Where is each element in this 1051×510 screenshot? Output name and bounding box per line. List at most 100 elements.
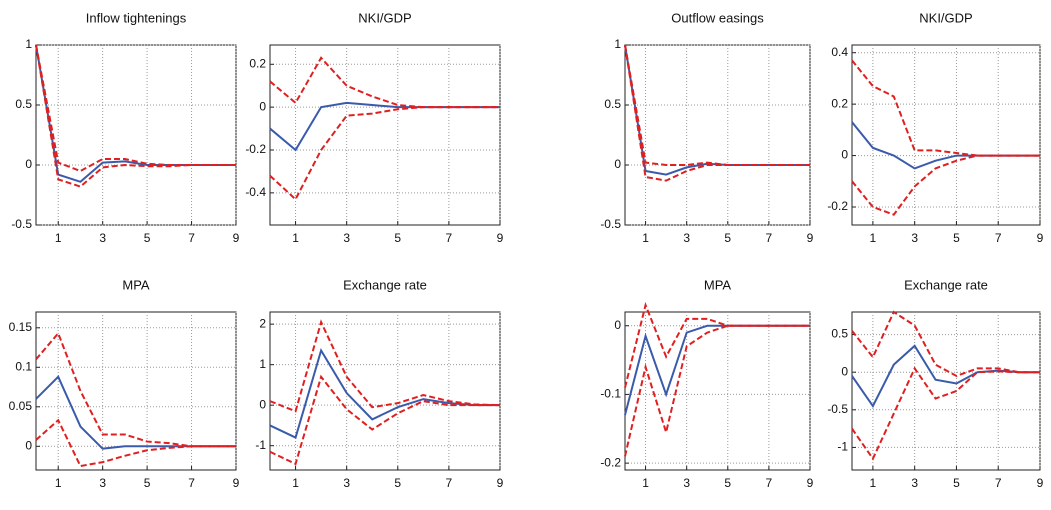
x-tick-label: 9	[497, 476, 504, 490]
x-tick-label: 3	[99, 476, 106, 490]
y-tick-label: -0.5	[600, 217, 621, 231]
line-series	[269, 319, 501, 413]
x-tick-label: 5	[724, 231, 731, 245]
x-tick-label: 1	[292, 231, 299, 245]
x-tick-label: 1	[55, 231, 62, 245]
x-tick-label: 3	[99, 231, 106, 245]
y-tick-label: 1	[25, 37, 32, 51]
line-series	[851, 310, 1040, 378]
x-tick-label: 1	[55, 476, 62, 490]
y-tick-label: -0.1	[600, 387, 621, 401]
line-series	[624, 301, 810, 388]
x-tick-label: 3	[343, 231, 350, 245]
y-tick-label: -1	[255, 438, 266, 452]
chart-title: MPA	[704, 277, 732, 292]
y-tick-label: 0.1	[15, 359, 32, 373]
chart-title: NKI/GDP	[358, 10, 411, 25]
x-tick-label: 9	[807, 476, 814, 490]
y-tick-label: -0.5	[11, 217, 32, 231]
y-tick-label: 2	[259, 316, 266, 330]
x-tick-label: 5	[953, 231, 960, 245]
chart-title: Exchange rate	[343, 277, 427, 292]
y-tick-label: 0.15	[9, 320, 33, 334]
x-tick-label: 9	[497, 231, 504, 245]
line-series	[624, 44, 810, 182]
line-series	[269, 348, 500, 439]
x-tick-label: 7	[446, 476, 453, 490]
y-tick-label: -0.2	[245, 142, 266, 156]
x-tick-label: 1	[870, 231, 877, 245]
y-tick-label: -0.2	[600, 455, 621, 469]
x-tick-label: 9	[233, 476, 240, 490]
y-tick-label: -1	[837, 440, 848, 454]
x-tick-label: 1	[642, 231, 649, 245]
x-tick-label: 3	[343, 476, 350, 490]
x-tick-label: 3	[683, 231, 690, 245]
y-tick-label: 0	[614, 157, 621, 171]
chart-title: Outflow easings	[671, 10, 764, 25]
y-tick-label: 0.05	[9, 399, 33, 413]
line-series	[269, 106, 500, 201]
x-tick-label: 7	[995, 231, 1002, 245]
x-tick-label: 5	[144, 476, 151, 490]
x-tick-label: 5	[394, 231, 401, 245]
y-tick-label: -0.5	[827, 402, 848, 416]
x-tick-label: 7	[766, 476, 773, 490]
plot-area	[851, 44, 1041, 226]
x-tick-label: 7	[446, 231, 453, 245]
line-series	[35, 418, 236, 468]
y-tick-label: 0	[259, 397, 266, 411]
y-tick-label: 1	[259, 357, 266, 371]
y-tick-label: 0.5	[604, 97, 621, 111]
x-tick-label: 5	[953, 476, 960, 490]
chart-title: NKI/GDP	[919, 10, 972, 25]
x-tick-label: 3	[683, 476, 690, 490]
y-tick-label: 1	[614, 37, 621, 51]
x-tick-label: 7	[766, 231, 773, 245]
plot-area	[624, 311, 811, 471]
line-series	[35, 331, 236, 448]
x-tick-label: 9	[233, 231, 240, 245]
y-tick-label: 0	[25, 438, 32, 452]
plot-area	[851, 311, 1041, 471]
line-series	[35, 44, 236, 173]
x-tick-label: 5	[144, 231, 151, 245]
x-tick-label: 9	[1037, 231, 1044, 245]
chart-title: Exchange rate	[904, 277, 988, 292]
plot-area	[269, 44, 501, 226]
line-series	[851, 366, 1040, 461]
y-tick-label: 0	[841, 148, 848, 162]
y-tick-label: 0.5	[15, 97, 32, 111]
y-tick-label: -0.2	[827, 199, 848, 213]
x-tick-label: 1	[292, 476, 299, 490]
x-tick-label: 5	[394, 476, 401, 490]
plot-area	[624, 44, 811, 226]
line-series	[269, 374, 500, 466]
line-series	[269, 56, 500, 109]
y-tick-label: 0.4	[831, 45, 848, 59]
x-tick-label: 5	[724, 476, 731, 490]
x-tick-label: 9	[807, 231, 814, 245]
x-tick-label: 1	[870, 476, 877, 490]
y-tick-label: 0	[841, 364, 848, 378]
line-series	[624, 324, 810, 457]
x-tick-label: 7	[188, 231, 195, 245]
y-tick-label: 0.2	[831, 96, 848, 110]
y-tick-label: 0	[25, 157, 32, 171]
y-tick-label: 0	[259, 99, 266, 113]
x-tick-label: 3	[911, 231, 918, 245]
x-tick-label: 3	[911, 476, 918, 490]
y-tick-label: 0	[614, 318, 621, 332]
x-tick-label: 1	[642, 476, 649, 490]
chart-title: MPA	[122, 277, 150, 292]
y-tick-label: -0.4	[245, 185, 266, 199]
y-tick-label: 0.5	[831, 327, 848, 341]
line-series	[35, 44, 236, 188]
x-tick-label: 7	[188, 476, 195, 490]
x-tick-label: 9	[1037, 476, 1044, 490]
y-tick-label: 0.2	[249, 56, 266, 70]
line-series	[851, 154, 1040, 216]
plot-area	[35, 44, 237, 226]
chart-title: Inflow tightenings	[86, 10, 187, 25]
